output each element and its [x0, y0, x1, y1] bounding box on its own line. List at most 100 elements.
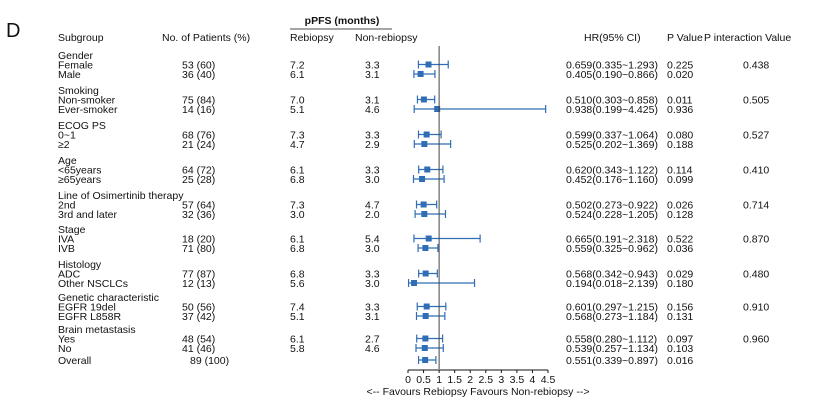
- row-rebiopsy: 6.1: [290, 69, 305, 81]
- row-rebiopsy: 7.3: [290, 130, 305, 142]
- row-patients: 71 (80): [182, 243, 215, 255]
- hr-point: [434, 106, 441, 112]
- row-p-value: 0.036: [667, 243, 693, 255]
- x-tick-label: 1: [436, 374, 442, 386]
- row-rebiopsy: 3.0: [290, 209, 305, 221]
- row-patients: 36 (40): [182, 69, 215, 81]
- row-label: ADC: [58, 269, 81, 281]
- row-p-value: 0.020: [667, 69, 693, 81]
- group-p-interaction: 0.410: [743, 165, 769, 177]
- row-hr-ci: 0.525(0.202~1.369): [566, 139, 658, 151]
- row-label: No: [58, 343, 72, 355]
- row-rebiopsy: 7.0: [290, 95, 305, 107]
- row-label: 0~1: [58, 130, 76, 142]
- header-non-rebiopsy: Non-rebiopsy: [355, 32, 418, 44]
- row-non-rebiopsy: 3.3: [365, 130, 380, 142]
- row-patients: 77 (87): [182, 269, 215, 281]
- row-label: Yes: [58, 334, 75, 346]
- row-p-value: 0.080: [667, 130, 693, 142]
- row-rebiopsy: 5.1: [290, 104, 305, 116]
- row-non-rebiopsy: 3.3: [365, 269, 380, 281]
- group-title: Genetic characteristic: [58, 292, 159, 304]
- row-p-value: 0.936: [667, 104, 693, 116]
- group-title: Smoking: [58, 85, 99, 97]
- row-patients: 57 (64): [182, 200, 215, 212]
- row-rebiopsy: 4.7: [290, 139, 305, 151]
- row-rebiopsy: 6.8: [290, 243, 305, 255]
- row-rebiopsy: 5.6: [290, 278, 305, 290]
- row-p-value: 0.522: [667, 234, 693, 246]
- overall-hr-ci: 0.551(0.339~0.897): [566, 355, 658, 367]
- hr-point: [422, 313, 429, 319]
- hr-point: [423, 303, 430, 310]
- row-label: <65years: [58, 165, 102, 177]
- row-non-rebiopsy: 2.7: [365, 334, 380, 346]
- row-p-value: 0.114: [667, 165, 693, 177]
- row-non-rebiopsy: 3.3: [365, 165, 380, 177]
- row-hr-ci: 0.568(0.273~1.184): [566, 311, 658, 323]
- overall-patients: 89 (100): [190, 355, 229, 367]
- row-hr-ci: 0.452(0.176~1.160): [566, 174, 658, 186]
- row-non-rebiopsy: 3.0: [365, 174, 380, 186]
- group-title: Age: [58, 155, 77, 167]
- row-p-value: 0.103: [667, 343, 693, 355]
- hr-point: [422, 245, 429, 251]
- overall-p-value: 0.016: [667, 355, 693, 367]
- group-title: Gender: [58, 50, 94, 62]
- row-patients: 41 (46): [182, 343, 215, 355]
- hr-point: [420, 201, 427, 208]
- row-p-value: 0.156: [667, 302, 693, 314]
- row-hr-ci: 0.194(0.018~2.139): [566, 278, 658, 290]
- header-hr-ci: HR(95% CI): [584, 32, 641, 44]
- row-hr-ci: 0.559(0.325~0.962): [566, 243, 658, 255]
- group-title: Brain metastasis: [58, 324, 136, 336]
- row-rebiopsy: 6.1: [290, 165, 305, 177]
- x-tick-label: 2.5: [478, 374, 493, 386]
- row-non-rebiopsy: 4.6: [365, 343, 380, 355]
- row-non-rebiopsy: 3.1: [365, 95, 380, 107]
- row-non-rebiopsy: 4.6: [365, 104, 380, 116]
- group-title: ECOG PS: [58, 120, 106, 132]
- group-title: Histology: [58, 259, 102, 271]
- x-tick-label: 0.5: [416, 374, 431, 386]
- row-label: Ever-smoker: [58, 104, 118, 116]
- row-hr-ci: 0.665(0.191~2.318): [566, 234, 658, 246]
- row-non-rebiopsy: 2.9: [365, 139, 380, 151]
- row-patients: 21 (24): [182, 139, 215, 151]
- row-p-value: 0.011: [667, 95, 693, 107]
- row-patients: 18 (20): [182, 234, 215, 246]
- row-hr-ci: 0.659(0.335~1.293): [566, 60, 658, 72]
- group-p-interaction: 0.438: [743, 60, 769, 72]
- group-p-interaction: 0.505: [743, 95, 769, 107]
- group-p-interaction: 0.714: [743, 200, 769, 212]
- row-non-rebiopsy: 3.1: [365, 69, 380, 81]
- row-label: IVB: [58, 243, 75, 255]
- row-non-rebiopsy: 3.0: [365, 243, 380, 255]
- row-non-rebiopsy: 4.7: [365, 200, 380, 212]
- row-patients: 25 (28): [182, 174, 215, 186]
- row-label: Male: [58, 69, 81, 81]
- row-rebiopsy: 7.4: [290, 302, 305, 314]
- hr-point: [425, 235, 432, 242]
- row-hr-ci: 0.599(0.337~1.064): [566, 130, 658, 142]
- x-tick-label: 1.5: [447, 374, 462, 386]
- group-p-interaction: 0.480: [743, 269, 769, 281]
- row-patients: 68 (76): [182, 130, 215, 142]
- row-rebiopsy: 7.3: [290, 200, 305, 212]
- x-tick-label: 3: [498, 374, 504, 386]
- header-patients: No. of Patients (%): [162, 32, 250, 44]
- row-hr-ci: 0.601(0.297~1.215): [566, 302, 658, 314]
- hr-point: [419, 176, 426, 182]
- row-hr-ci: 0.568(0.342~0.943): [566, 269, 658, 281]
- hr-point: [421, 141, 428, 147]
- row-label: ≥65years: [58, 174, 101, 186]
- row-hr-ci: 0.510(0.303~0.858): [566, 95, 658, 107]
- row-hr-ci: 0.938(0.199~4.425): [566, 104, 658, 116]
- row-hr-ci: 0.539(0.257~1.134): [566, 343, 658, 355]
- row-hr-ci: 0.558(0.280~1.112): [566, 334, 657, 346]
- group-p-interaction: 0.910: [743, 302, 769, 314]
- x-tick-label: 3.5: [510, 374, 525, 386]
- hr-point: [420, 96, 427, 103]
- header-ppfs: pPFS (months): [305, 15, 380, 27]
